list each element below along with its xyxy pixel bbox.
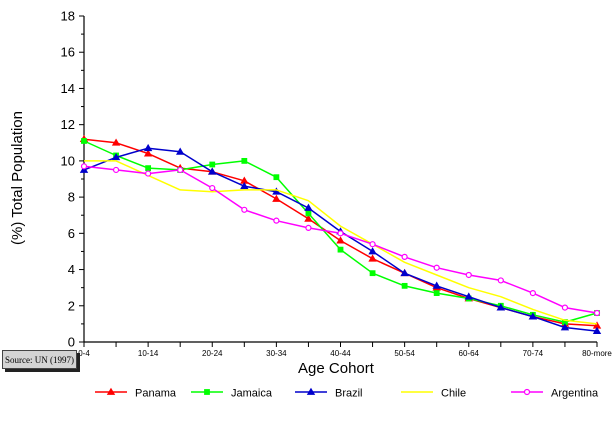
- data-point-circle: [369, 241, 376, 248]
- series-argentina: [80, 163, 601, 317]
- data-point-circle: [401, 253, 408, 260]
- legend-item-argentina: Argentina: [511, 388, 599, 400]
- data-point-triangle: [106, 387, 116, 395]
- y-tick-label: 10: [61, 153, 75, 168]
- legend-item-panama: Panama: [95, 388, 177, 400]
- data-point-triangle: [143, 143, 153, 152]
- data-point-square: [81, 138, 87, 144]
- data-point-square: [145, 165, 152, 172]
- data-point-circle: [523, 388, 531, 396]
- x-tick-label: 30-34: [266, 349, 287, 358]
- y-tick-label: 6: [68, 226, 75, 241]
- series-chile: [84, 160, 598, 325]
- x-axis-label: Age Cohort: [298, 360, 375, 377]
- data-point-triangle: [528, 312, 538, 320]
- data-point-triangle: [368, 247, 377, 255]
- data-point-circle: [80, 163, 88, 170]
- y-tick-label: 0: [68, 335, 75, 350]
- data-point-circle: [177, 166, 184, 174]
- y-tick-label: 8: [68, 190, 75, 205]
- y-axis: 0 2 4 6 8 10 12 14 16 18: [61, 9, 85, 350]
- data-point-circle: [112, 166, 120, 174]
- data-point-triangle: [79, 165, 89, 173]
- y-tick-label: 4: [68, 262, 75, 277]
- x-tick-label: 20-24: [202, 349, 223, 358]
- data-point-circle: [337, 230, 344, 237]
- data-point-square: [369, 270, 376, 277]
- legend-item-brazil: Brazil: [295, 388, 363, 400]
- legend-item-chile: Chile: [401, 388, 466, 400]
- legend-label: Jamaica: [231, 388, 273, 400]
- legend-label: Argentina: [551, 388, 599, 400]
- data-point-square: [241, 157, 248, 164]
- data-point-triangle: [240, 181, 249, 190]
- data-point-circle: [561, 304, 569, 311]
- data-point-square: [273, 174, 280, 181]
- data-point-triangle: [306, 387, 316, 395]
- data-point-circle: [145, 170, 152, 177]
- data-point-triangle: [368, 254, 377, 262]
- x-axis: 0-4 10-14 20-24 30-34 40-44 50-54 60-64 70-74 80…: [78, 341, 612, 358]
- x-tick-label: 60-64: [459, 349, 480, 358]
- y-tick-label: 12: [61, 117, 75, 132]
- y-tick-label: 14: [61, 81, 75, 96]
- data-point-circle: [433, 264, 440, 271]
- data-point-triangle: [304, 214, 313, 222]
- data-point-triangle: [560, 323, 570, 331]
- source-note: Source: UN (1997): [2, 350, 77, 369]
- data-point-triangle: [143, 149, 153, 157]
- data-point-circle: [241, 206, 248, 213]
- x-tick-label: 80-more: [582, 349, 612, 358]
- x-tick-label: 40-44: [330, 349, 351, 358]
- data-point-triangle: [208, 167, 217, 175]
- data-point-triangle: [432, 281, 441, 289]
- data-point-triangle: [175, 147, 185, 155]
- x-tick-label: 50-54: [394, 349, 415, 358]
- data-point-triangle: [272, 194, 281, 202]
- legend: Panama Jamaica Brazil Chile Argentina: [95, 388, 599, 400]
- data-point-circle: [529, 290, 536, 297]
- data-point-triangle: [496, 303, 506, 311]
- data-point-square: [401, 282, 408, 289]
- data-point-square: [204, 389, 210, 395]
- series-lines: [79, 134, 602, 335]
- y-tick-label: 18: [61, 9, 75, 24]
- series-line: [84, 160, 598, 325]
- legend-label: Chile: [441, 388, 466, 400]
- data-point-circle: [273, 217, 280, 224]
- legend-label: Brazil: [335, 388, 363, 400]
- legend-label: Panama: [135, 388, 177, 400]
- data-point-square: [209, 161, 216, 168]
- data-point-circle: [209, 184, 216, 192]
- data-point-triangle: [111, 138, 121, 146]
- legend-item-jamaica: Jamaica: [191, 388, 273, 400]
- data-point-circle: [305, 224, 312, 231]
- data-point-circle: [497, 277, 504, 284]
- data-point-triangle: [592, 326, 602, 335]
- data-point-triangle: [464, 292, 473, 300]
- y-tick-label: 2: [68, 298, 75, 313]
- data-point-circle: [593, 309, 601, 317]
- y-axis-label: (%) Total Population: [9, 111, 26, 245]
- data-point-square: [305, 210, 312, 217]
- x-tick-label: 0-4: [78, 349, 90, 358]
- data-point-square: [433, 290, 440, 297]
- data-point-triangle: [336, 236, 345, 244]
- data-point-triangle: [304, 203, 313, 211]
- y-tick-label: 16: [61, 45, 75, 60]
- data-point-square: [337, 246, 344, 253]
- x-tick-label: 10-14: [138, 349, 159, 358]
- data-point-triangle: [400, 268, 409, 277]
- x-tick-label: 70-74: [523, 349, 544, 358]
- data-point-triangle: [111, 152, 121, 161]
- data-point-circle: [465, 271, 472, 279]
